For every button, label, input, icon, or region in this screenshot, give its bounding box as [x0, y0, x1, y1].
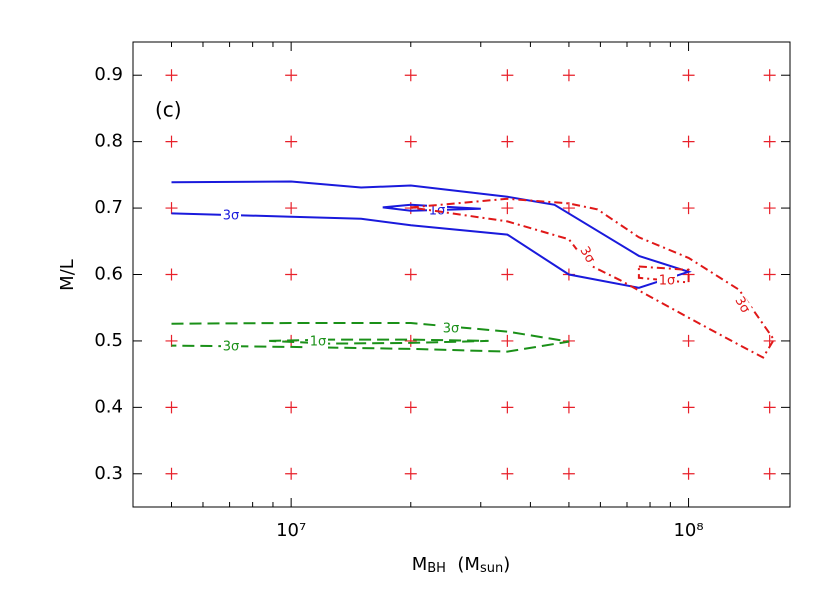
grid-point — [404, 467, 417, 480]
contour-label-bg — [221, 209, 241, 223]
grid-point — [763, 69, 776, 82]
grid-point — [285, 135, 298, 148]
grid-point — [165, 268, 178, 281]
grid-point — [562, 202, 575, 215]
grid-point — [404, 69, 417, 82]
grid-point — [682, 467, 695, 480]
grid-point — [404, 135, 417, 148]
contour-label: 3σ — [576, 244, 597, 266]
grid-point — [501, 135, 514, 148]
grid-point — [501, 202, 514, 215]
grid-point — [285, 401, 298, 414]
x-tick-label: 10⁸ — [673, 520, 703, 541]
grid-point — [682, 401, 695, 414]
contour-label-bg — [308, 335, 328, 349]
contour-label: 1σ — [659, 274, 676, 289]
grid-point — [763, 135, 776, 148]
y-tick-label: 0.4 — [94, 396, 123, 417]
grid-point — [165, 202, 178, 215]
grid-point — [501, 334, 514, 347]
grid-point — [404, 401, 417, 414]
grid-point — [285, 202, 298, 215]
y-tick-label: 0.3 — [94, 463, 123, 484]
grid-point — [165, 69, 178, 82]
grid-point — [404, 268, 417, 281]
x-label-subscript: BH — [427, 561, 446, 576]
x-label-part: (M — [446, 554, 480, 575]
grid-point — [165, 401, 178, 414]
grid-point — [763, 268, 776, 281]
y-tick-label: 0.9 — [94, 64, 123, 85]
contour-label-bg — [575, 242, 599, 268]
grid-point — [763, 401, 776, 414]
x-tick-label: 10⁷ — [276, 520, 306, 541]
y-tick-label: 0.6 — [94, 264, 123, 285]
grid-point — [562, 135, 575, 148]
grid-point — [682, 135, 695, 148]
grid-point — [562, 401, 575, 414]
contour-label: 1σ — [310, 335, 327, 350]
grid-point — [285, 467, 298, 480]
contour-line — [171, 180, 692, 289]
contour-label-bg — [657, 274, 677, 288]
y-tick-label: 0.7 — [94, 197, 123, 218]
grid-point — [763, 202, 776, 215]
contour-line — [269, 338, 489, 345]
grid-point — [165, 135, 178, 148]
y-tick-label: 0.5 — [94, 330, 123, 351]
grid-point — [501, 401, 514, 414]
grid-point — [763, 467, 776, 480]
x-axis-label: MBH (Msun) — [412, 554, 511, 576]
contour-label: 3σ — [223, 340, 240, 355]
y-tick-label: 0.8 — [94, 131, 123, 152]
grid-point — [501, 467, 514, 480]
grid-point — [285, 268, 298, 281]
y-axis-label: M/L — [57, 259, 78, 291]
x-label-subscript: sun — [480, 561, 503, 576]
grid-point — [501, 268, 514, 281]
grid-point — [165, 467, 178, 480]
contour-line — [382, 203, 481, 212]
grid-point — [562, 69, 575, 82]
contour-label-bg — [730, 292, 754, 318]
grid-point — [501, 69, 514, 82]
grid-point — [682, 69, 695, 82]
grid-point — [562, 467, 575, 480]
x-label-part: M — [412, 554, 428, 575]
contour-label: 3σ — [443, 322, 460, 337]
contour-label: 3σ — [223, 209, 240, 224]
contour-label-bg — [221, 340, 241, 354]
grid-point — [682, 202, 695, 215]
contour-line — [171, 322, 570, 353]
contour-label: 3σ — [731, 294, 752, 316]
grid-point — [285, 69, 298, 82]
x-label-part: ) — [503, 554, 510, 575]
grid-point — [404, 334, 417, 347]
contour-label-bg — [441, 322, 461, 336]
panel-label: (c) — [155, 98, 182, 122]
grid-point — [682, 334, 695, 347]
